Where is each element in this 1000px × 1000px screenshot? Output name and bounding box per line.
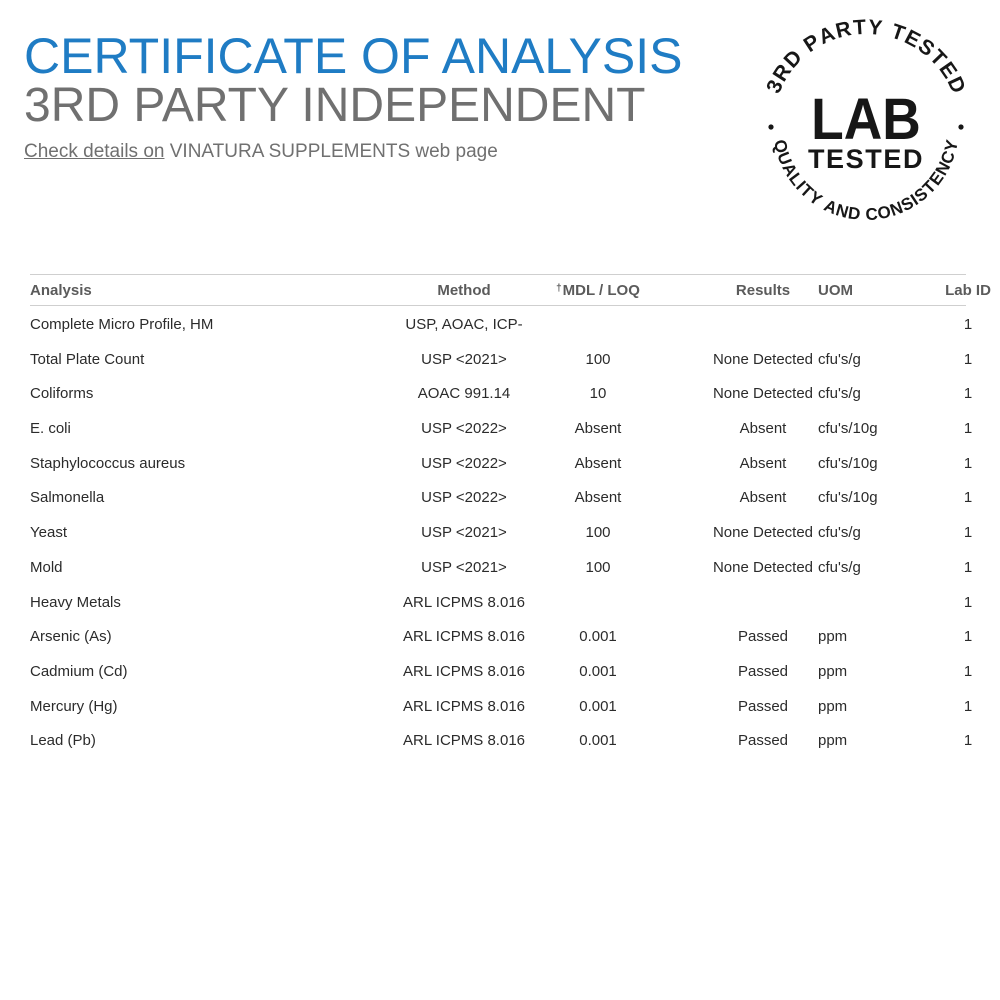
svg-text:TESTED: TESTED [808, 144, 924, 174]
svg-text:LAB: LAB [811, 87, 921, 152]
svg-text:Y: Y [867, 16, 883, 40]
svg-text:D: D [847, 203, 862, 223]
svg-text:T: T [852, 16, 866, 40]
